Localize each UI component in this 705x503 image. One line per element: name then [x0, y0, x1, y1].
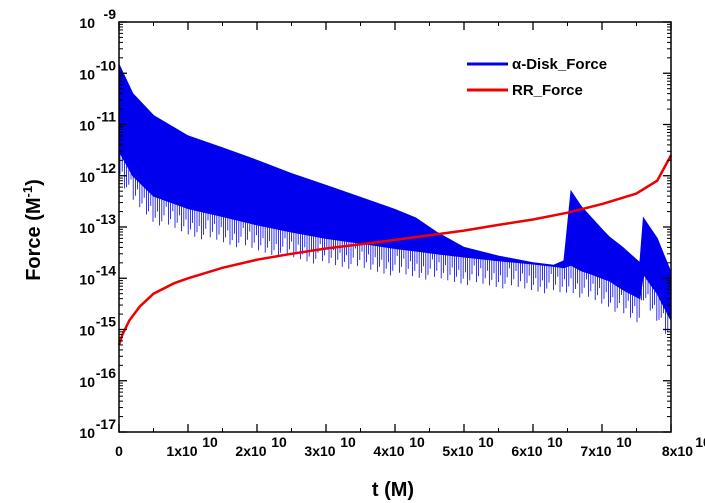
y-tick-label-exp-3: -14 — [96, 262, 116, 278]
x-axis-label: t (M) — [372, 479, 414, 501]
x-tick-label-exp-2: 10 — [271, 434, 287, 450]
y-axis-label-sup: -1 — [20, 186, 35, 198]
x-tick-label-exp-4: 10 — [409, 434, 425, 450]
x-tick-label-5: 5x10 — [442, 443, 473, 459]
y-tick-label-exp-4: -13 — [96, 211, 116, 227]
x-tick-label-exp-8: 10 — [695, 434, 705, 450]
x-tick-label-8: 8x10 — [662, 443, 693, 459]
y-tick-label-2: 10 — [79, 323, 95, 339]
y-tick-label-5: 10 — [79, 169, 95, 185]
x-tick-label-exp-1: 10 — [202, 434, 218, 450]
x-tick-label-4: 4x10 — [373, 443, 404, 459]
y-tick-label-6: 10 — [79, 118, 95, 134]
y-tick-label-exp-6: -11 — [97, 109, 117, 125]
y-tick-label-exp-1: -16 — [96, 365, 116, 381]
y-tick-label-0: 10 — [79, 425, 95, 441]
y-tick-label-8: 10 — [79, 15, 95, 31]
y-tick-label-exp-7: -10 — [96, 57, 116, 73]
y-axis-label: Force (M-1) — [20, 179, 45, 281]
y-tick-label-3: 10 — [79, 271, 95, 287]
x-tick-label-exp-5: 10 — [478, 434, 494, 450]
x-tick-label-1: 1x10 — [166, 443, 197, 459]
x-tick-label-3: 3x10 — [304, 443, 335, 459]
x-tick-label-6: 6x10 — [511, 443, 542, 459]
y-tick-label-exp-0: -17 — [96, 416, 116, 432]
y-tick-label-exp-8: -9 — [104, 6, 117, 22]
y-tick-label-4: 10 — [79, 220, 95, 236]
legend-label-alpha-disk-force: α-Disk_Force — [512, 56, 607, 73]
x-tick-label-exp-6: 10 — [547, 434, 563, 450]
series-1-line — [117, 154, 673, 346]
y-axis-label-close: ) — [23, 179, 45, 186]
series-0-oscillation — [119, 66, 669, 334]
x-tick-label-0: 0 — [115, 443, 123, 459]
y-tick-label-exp-5: -12 — [96, 160, 116, 176]
ticks-layer: 10-1710-1610-1510-1410-1310-1210-1110-10… — [79, 6, 705, 459]
legend-label-rr-force: RR_Force — [512, 82, 583, 99]
x-tick-label-exp-3: 10 — [340, 434, 356, 450]
y-tick-label-1: 10 — [79, 374, 95, 390]
x-tick-label-2: 2x10 — [235, 443, 266, 459]
y-tick-label-exp-2: -15 — [96, 314, 116, 330]
y-tick-label-7: 10 — [79, 66, 95, 82]
x-tick-label-7: 7x10 — [580, 443, 611, 459]
series-layer — [117, 63, 673, 346]
x-tick-label-exp-7: 10 — [616, 434, 632, 450]
y-axis-label-main: Force (M — [23, 197, 45, 280]
legend: α-Disk_Force RR_Force — [467, 56, 607, 99]
